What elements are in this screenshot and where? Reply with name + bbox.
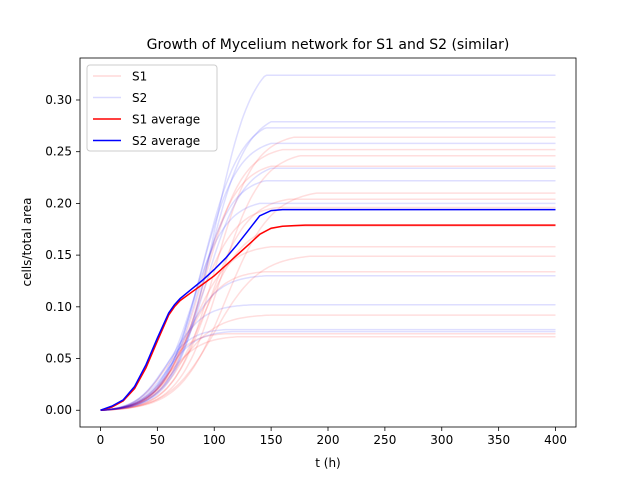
- series-s1-line-2: [100, 148, 556, 411]
- series-s1-line-5: [100, 192, 556, 411]
- series-s1-line-10: [100, 255, 556, 411]
- y-tick-label: 0.05: [45, 352, 72, 366]
- series-s2-line-24: [100, 328, 556, 411]
- x-tick-label: 200: [317, 433, 340, 447]
- x-tick-label: 0: [97, 433, 105, 447]
- s1-average-line: [100, 224, 556, 411]
- legend: S1 S2 S1 average S2 average: [86, 64, 218, 152]
- series-s2-line-22: [100, 275, 556, 411]
- legend-label-s1-average: S1 average: [132, 113, 200, 127]
- y-tick-label: 0.30: [45, 93, 72, 107]
- series-s2-line-18: [100, 142, 556, 411]
- x-tick-label: 250: [373, 433, 396, 447]
- series-s1-line-9: [100, 246, 556, 411]
- y-tick-label: 0.15: [45, 248, 72, 262]
- chart-title: Growth of Mycelium network for S1 and S2…: [147, 37, 510, 53]
- x-axis: 0 50 100 150 200 250 300 350 400: [97, 427, 567, 447]
- series-s2-line-21: [100, 202, 556, 411]
- legend-frame: [86, 64, 218, 152]
- legend-label-s2: S2: [132, 91, 147, 105]
- series-s2-line-17: [100, 127, 556, 411]
- x-tick-label: 50: [150, 433, 165, 447]
- series-s2-line-15: [100, 74, 556, 411]
- y-axis: 0.00 0.05 0.10 0.15 0.20 0.25 0.30: [45, 93, 80, 417]
- average-series: [100, 208, 556, 411]
- series-s2-line-20: [100, 179, 556, 411]
- y-tick-label: 0.25: [45, 145, 72, 159]
- series-s2-line-25: [100, 330, 556, 411]
- series-s1-line-7: [100, 206, 556, 411]
- series-s2-line-16: [100, 120, 556, 411]
- y-tick-label: 0.20: [45, 196, 72, 210]
- series-s1-line-11: [100, 270, 556, 411]
- series-s1-line-13: [100, 332, 556, 411]
- series-s2-line-23: [100, 304, 556, 411]
- s2-average-line: [100, 208, 556, 411]
- y-axis-label: cells/total area: [20, 198, 34, 287]
- series-s1-line-8: [100, 225, 556, 411]
- series-s1-line-3: [100, 155, 556, 411]
- series-s1-line-6: [100, 198, 556, 411]
- series-s1-line-4: [100, 165, 556, 411]
- legend-label-s1: S1: [132, 70, 147, 84]
- x-tick-label: 350: [487, 433, 510, 447]
- x-tick-label: 300: [430, 433, 453, 447]
- series-s1-line-14: [100, 336, 556, 411]
- x-tick-label: 400: [544, 433, 567, 447]
- series-s1-line-1: [100, 136, 556, 411]
- series-s2-line-19: [100, 167, 556, 411]
- y-tick-label: 0.00: [45, 403, 72, 417]
- legend-label-s2-average: S2 average: [132, 134, 200, 148]
- x-tick-label: 150: [260, 433, 283, 447]
- x-axis-label: t (h): [315, 456, 341, 470]
- series-s1-line-12: [100, 314, 556, 411]
- y-tick-label: 0.10: [45, 300, 72, 314]
- individual-series: [100, 74, 556, 411]
- x-tick-label: 100: [203, 433, 226, 447]
